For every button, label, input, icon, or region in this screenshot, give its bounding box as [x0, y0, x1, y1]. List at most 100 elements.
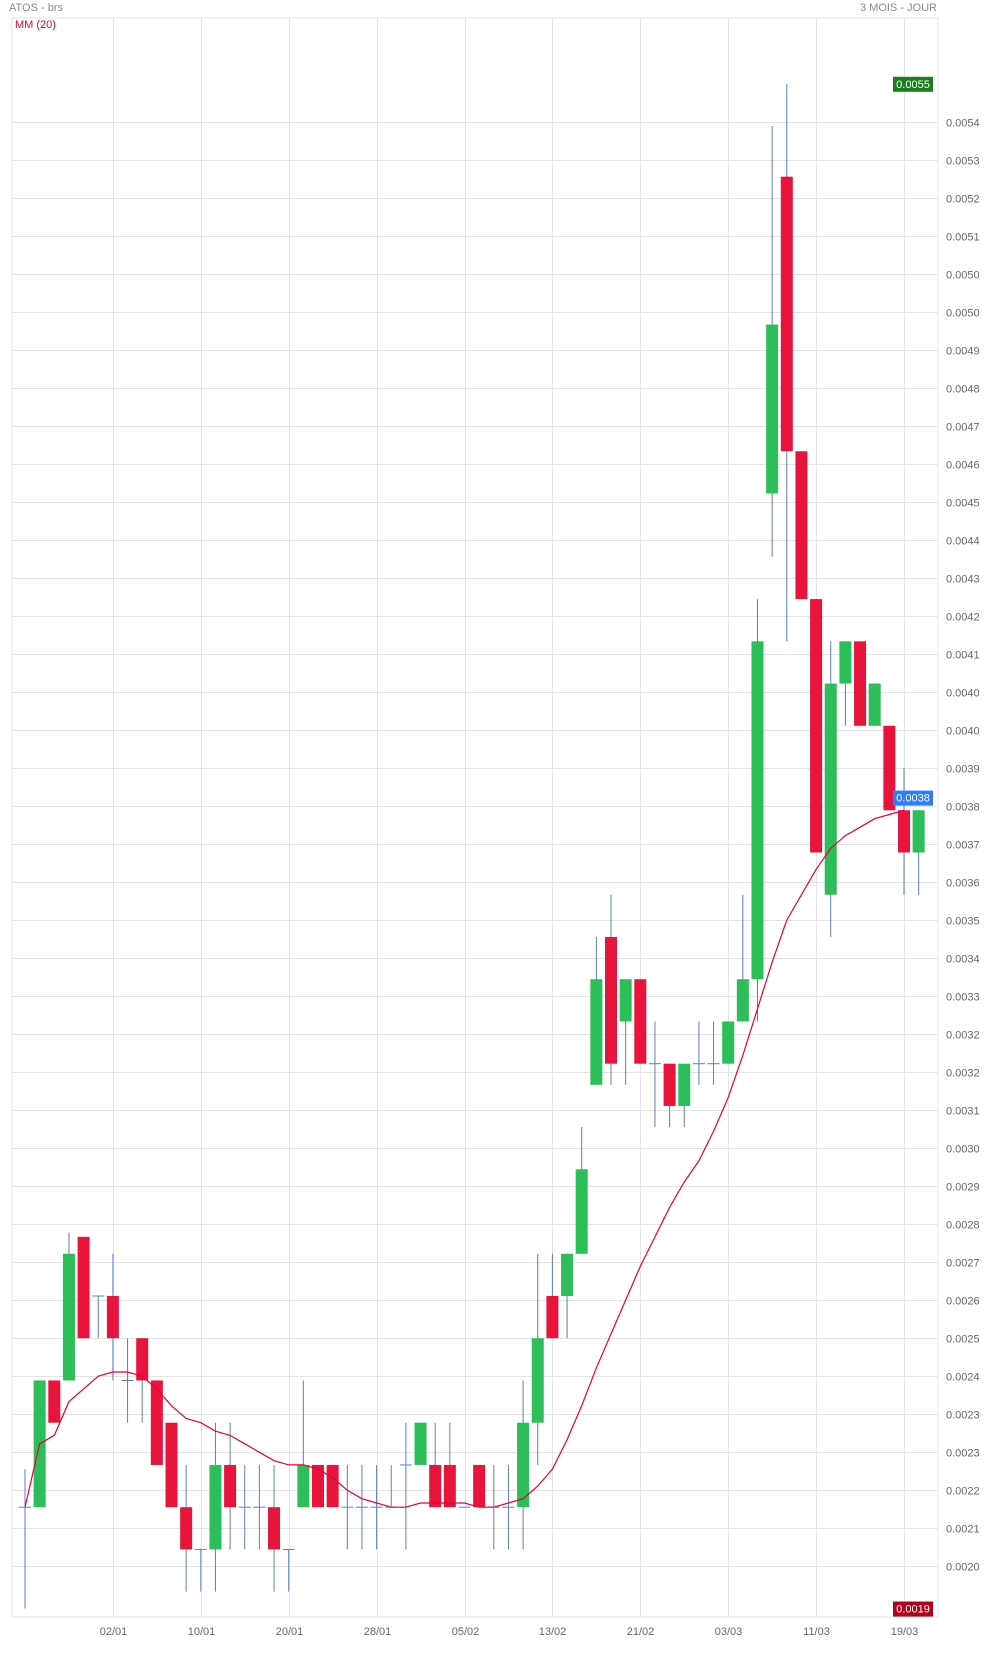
ma-legend-label: MM (20) [15, 19, 56, 31]
candle-down [136, 1338, 149, 1381]
y-tick-label: 0.0028 [946, 1220, 980, 1232]
y-tick-label: 0.0048 [946, 384, 980, 396]
y-tick-label: 0.0054 [946, 118, 980, 130]
candle-down [312, 1464, 324, 1508]
y-tick-label: 0.0039 [946, 764, 980, 776]
y-tick-label: 0.0040 [946, 688, 980, 700]
candle-down [663, 1063, 676, 1106]
candle-down [546, 1295, 559, 1339]
y-tick-label: 0.0023 [946, 1410, 980, 1422]
candle-down [795, 451, 808, 600]
candle-up [561, 1253, 574, 1296]
candle-up [531, 1338, 544, 1423]
candle-down [150, 1380, 163, 1465]
candle-up [839, 641, 852, 684]
y-tick-label: 0.0024 [946, 1372, 980, 1384]
candle-up [590, 979, 603, 1085]
candle-up [209, 1464, 222, 1550]
x-tick-label: 20/01 [276, 1626, 304, 1638]
candle-down [429, 1464, 442, 1508]
candle-up [736, 979, 749, 1022]
y-tick-label: 0.0040 [946, 726, 980, 738]
period-label: 3 MOIS - JOUR [859, 2, 937, 14]
y-tick-label: 0.0032 [946, 1030, 980, 1042]
candle-down [77, 1236, 90, 1339]
y-tick-label: 0.0030 [946, 1144, 980, 1156]
candle-down [810, 599, 823, 853]
candle-down [473, 1464, 486, 1508]
price-tag-high-label: 0.0055 [896, 79, 930, 91]
y-tick-label: 0.0025 [946, 1334, 980, 1346]
candle-down [605, 936, 617, 1064]
plot-frame [11, 17, 939, 1618]
y-tick-label: 0.0050 [946, 308, 980, 320]
y-tick-label: 0.0029 [946, 1182, 980, 1194]
y-tick-label: 0.0021 [946, 1524, 980, 1536]
candle-down [180, 1507, 193, 1550]
chart-title: ATOS - brs [9, 2, 63, 14]
y-tick-label: 0.0034 [946, 954, 980, 966]
y-tick-label: 0.0043 [946, 574, 980, 586]
candle-up [414, 1422, 427, 1465]
x-tick-label: 10/01 [188, 1626, 216, 1638]
x-tick-label: 11/03 [803, 1626, 830, 1638]
y-tick-label: 0.0026 [946, 1296, 980, 1308]
x-tick-label: 03/03 [715, 1626, 743, 1638]
y-tick-label: 0.0036 [946, 878, 980, 890]
y-tick-label: 0.0031 [946, 1106, 980, 1118]
price-tag-last-label: 0.0038 [896, 793, 930, 805]
y-tick-label: 0.0038 [946, 802, 980, 814]
candle-up [297, 1464, 310, 1508]
y-tick-label: 0.0022 [946, 1486, 980, 1498]
candle-up [912, 810, 925, 853]
candle-down [326, 1464, 339, 1508]
candle-down [165, 1422, 178, 1508]
candle-down [106, 1295, 119, 1339]
x-tick-label: 19/03 [891, 1626, 919, 1638]
price-tag-high [893, 76, 933, 92]
candle-up [868, 683, 881, 726]
candle-down [443, 1464, 456, 1508]
y-tick-label: 0.0045 [946, 498, 980, 510]
x-tick-label: 05/02 [452, 1626, 480, 1638]
candle-down [854, 641, 867, 726]
candle-down [268, 1507, 281, 1550]
x-tick-label: 21/02 [627, 1626, 655, 1638]
candle-up [575, 1169, 588, 1254]
y-tick-label: 0.0050 [946, 270, 980, 282]
y-tick-label: 0.0035 [946, 916, 980, 928]
y-tick-label: 0.0023 [946, 1448, 980, 1460]
candle-up [751, 641, 764, 980]
candle-up [678, 1063, 691, 1106]
candle-up [824, 683, 837, 895]
y-tick-label: 0.0020 [946, 1562, 980, 1574]
y-tick-label: 0.0052 [946, 194, 980, 206]
candle-up [517, 1422, 530, 1508]
y-tick-label: 0.0041 [946, 650, 980, 662]
price-tag-low [893, 1601, 933, 1617]
y-tick-label: 0.0044 [946, 536, 980, 548]
price-tag-low-label: 0.0019 [896, 1604, 930, 1616]
y-tick-label: 0.0047 [946, 422, 980, 434]
x-tick-label: 13/02 [539, 1626, 567, 1638]
y-tick-label: 0.0032 [946, 1068, 980, 1080]
candle-down [780, 176, 793, 452]
y-tick-label: 0.0053 [946, 156, 980, 168]
y-tick-label: 0.0033 [946, 992, 980, 1004]
candle-down [634, 979, 647, 1064]
x-tick-label: 02/01 [100, 1626, 128, 1638]
candle-up [722, 1021, 735, 1064]
candle-down [224, 1464, 237, 1508]
y-tick-label: 0.0042 [946, 612, 980, 624]
x-tick-label: 28/01 [364, 1626, 392, 1638]
y-tick-label: 0.0046 [946, 460, 980, 472]
y-tick-label: 0.0051 [946, 232, 980, 244]
y-tick-label: 0.0037 [946, 840, 980, 852]
candle-up [62, 1253, 75, 1381]
candle-up [766, 324, 779, 494]
y-tick-label: 0.0049 [946, 346, 980, 358]
y-tick-label: 0.0027 [946, 1258, 980, 1270]
candle-down [48, 1380, 61, 1423]
